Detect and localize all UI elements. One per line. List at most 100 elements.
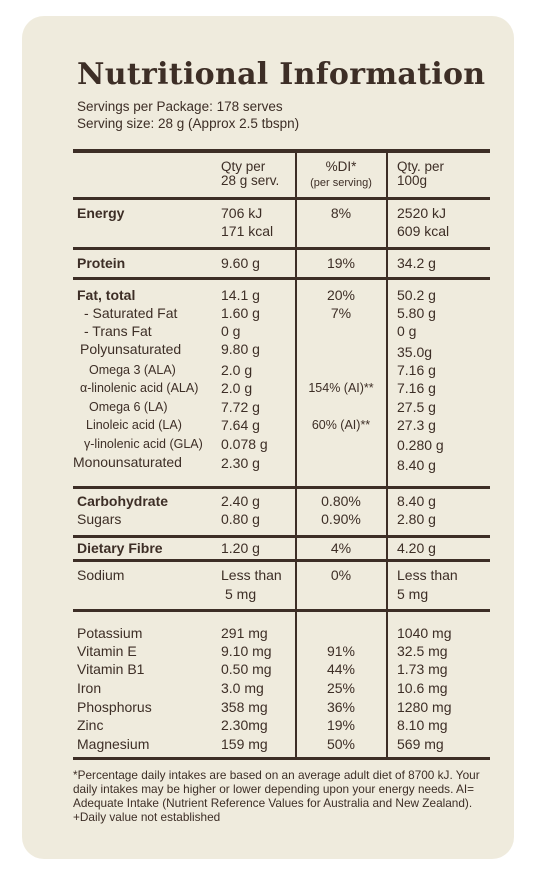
carb-serv: 2.40 g — [221, 493, 260, 509]
fat-rule — [73, 486, 490, 489]
row-label-potassium: Potassium — [77, 625, 143, 641]
trans-fat-serv: 0 g — [221, 323, 241, 339]
mono-100: 8.40 g — [397, 457, 436, 473]
servings-per-package: Servings per Package: 178 serves — [77, 99, 283, 114]
protein-rule — [73, 277, 490, 280]
vit-e-serv: 9.10 mg — [221, 643, 272, 659]
header-di-1: %DI* — [325, 159, 357, 174]
row-label-carbohydrate: Carbohydrate — [77, 493, 169, 509]
row-label-vitamin-b1: Vitamin B1 — [77, 661, 145, 677]
row-label-sugars: Sugars — [77, 511, 122, 527]
energy-serv-kcal: 171 kcal — [221, 223, 274, 239]
fat-total-serv: 14.1 g — [221, 287, 260, 303]
sodium-rule — [73, 609, 490, 612]
iron-100: 10.6 mg — [397, 680, 448, 696]
energy-serv-kj: 706 kJ — [221, 205, 263, 221]
vit-b1-di: 44% — [326, 661, 356, 677]
serving-size: Serving size: 28 g (Approx 2.5 tbspn) — [77, 116, 300, 131]
fibre-100: 4.20 g — [397, 540, 436, 556]
vit-b1-100: 1.73 mg — [397, 661, 448, 677]
zinc-100: 8.10 mg — [397, 717, 448, 733]
phosphorus-serv: 358 mg — [221, 699, 268, 715]
row-label-linoleic: Linoleic acid (LA) — [86, 418, 182, 432]
nutrition-panel: Nutritional Information Servings per Pac… — [22, 16, 514, 859]
sugars-100: 2.80 g — [397, 511, 436, 527]
row-label-omega3: Omega 3 (ALA) — [89, 363, 176, 377]
sugars-serv: 0.80 g — [221, 511, 260, 527]
energy-rule — [73, 247, 490, 250]
ala-serv: 2.0 g — [221, 380, 253, 396]
mono-serv: 2.30 g — [221, 455, 260, 471]
sodium-serv-1: Less than — [221, 567, 282, 583]
footnote: *Percentage daily intakes are based on a… — [73, 768, 480, 824]
sugars-di: 0.90% — [321, 511, 361, 527]
row-label-ala: α-linolenic acid (ALA) — [80, 381, 199, 395]
row-label-fat-total: Fat, total — [77, 287, 136, 303]
row-label-saturated-fat: - Saturated Fat — [84, 305, 178, 321]
poly-100: 35.0g — [397, 344, 433, 360]
magnesium-di: 50% — [326, 736, 356, 752]
row-label-dietary-fibre: Dietary Fibre — [77, 540, 163, 556]
sat-fat-di: 7% — [330, 305, 352, 321]
zinc-di: 19% — [326, 717, 356, 733]
header-qty-100-2: 100g — [397, 173, 428, 188]
poly-serv: 9.80 g — [221, 341, 260, 357]
row-label-sodium: Sodium — [77, 567, 125, 583]
protein-serv: 9.60 g — [221, 255, 260, 271]
omega6-serv: 7.72 g — [221, 399, 260, 415]
row-label-trans-fat: - Trans Fat — [84, 323, 152, 339]
sodium-100-2: 5 mg — [397, 586, 429, 602]
vit-e-di: 91% — [326, 643, 356, 659]
energy-100-kcal: 609 kcal — [397, 223, 450, 239]
vit-b1-serv: 0.50 mg — [221, 661, 272, 677]
omega6-100: 27.5 g — [397, 399, 436, 415]
row-label-protein: Protein — [77, 255, 126, 271]
row-label-monounsaturated: Monounsaturated — [73, 454, 182, 470]
fat-total-di: 20% — [326, 287, 356, 303]
row-label-omega6: Omega 6 (LA) — [89, 400, 168, 414]
row-label-energy: Energy — [77, 205, 125, 221]
fibre-di: 4% — [330, 540, 352, 556]
table-bottom-rule — [73, 757, 490, 760]
energy-100-kj: 2520 kJ — [397, 205, 447, 221]
header-rule — [73, 197, 490, 200]
linoleic-di: 60% (AI)** — [311, 418, 371, 432]
potassium-100: 1040 mg — [397, 625, 452, 641]
gla-serv: 0.078 g — [221, 436, 268, 452]
carb-100: 8.40 g — [397, 493, 436, 509]
iron-di: 25% — [326, 680, 356, 696]
column-divider-2 — [386, 149, 388, 760]
sodium-serv-2: 5 mg — [225, 586, 257, 602]
table-top-rule — [73, 149, 490, 153]
omega3-100: 7.16 g — [397, 362, 436, 378]
row-label-gla: γ-linolenic acid (GLA) — [84, 437, 203, 451]
phosphorus-di: 36% — [326, 699, 356, 715]
vit-e-100: 32.5 mg — [397, 643, 448, 659]
header-qty-serving-1: Qty per — [221, 159, 266, 174]
sat-fat-100: 5.80 g — [397, 305, 436, 321]
magnesium-100: 569 mg — [397, 736, 444, 752]
row-label-phosphorus: Phosphorus — [77, 699, 152, 715]
linoleic-serv: 7.64 g — [221, 417, 260, 433]
carb-di: 0.80% — [321, 493, 361, 509]
row-label-polyunsaturated: Polyunsaturated — [80, 341, 182, 357]
row-label-iron: Iron — [77, 680, 102, 696]
header-di-2: (per serving) — [310, 177, 372, 189]
fat-total-100: 50.2 g — [397, 287, 436, 303]
row-label-zinc: Zinc — [77, 717, 104, 733]
column-divider-1 — [295, 149, 297, 760]
magnesium-serv: 159 mg — [221, 736, 268, 752]
fibre-serv: 1.20 g — [221, 540, 260, 556]
trans-fat-100: 0 g — [397, 323, 417, 339]
protein-di: 19% — [326, 255, 356, 271]
gla-100: 0.280 g — [397, 437, 444, 453]
row-label-magnesium: Magnesium — [77, 736, 150, 752]
zinc-serv: 2.30mg — [221, 717, 268, 733]
phosphorus-100: 1280 mg — [397, 699, 452, 715]
page-title: Nutritional Information — [77, 57, 486, 92]
ala-di: 154% (AI)** — [308, 381, 374, 395]
header-qty-serving-2: 28 g serv. — [221, 173, 280, 188]
linoleic-100: 27.3 g — [397, 417, 436, 433]
row-label-vitamin-e: Vitamin E — [77, 643, 137, 659]
sodium-100-1: Less than — [397, 567, 458, 583]
